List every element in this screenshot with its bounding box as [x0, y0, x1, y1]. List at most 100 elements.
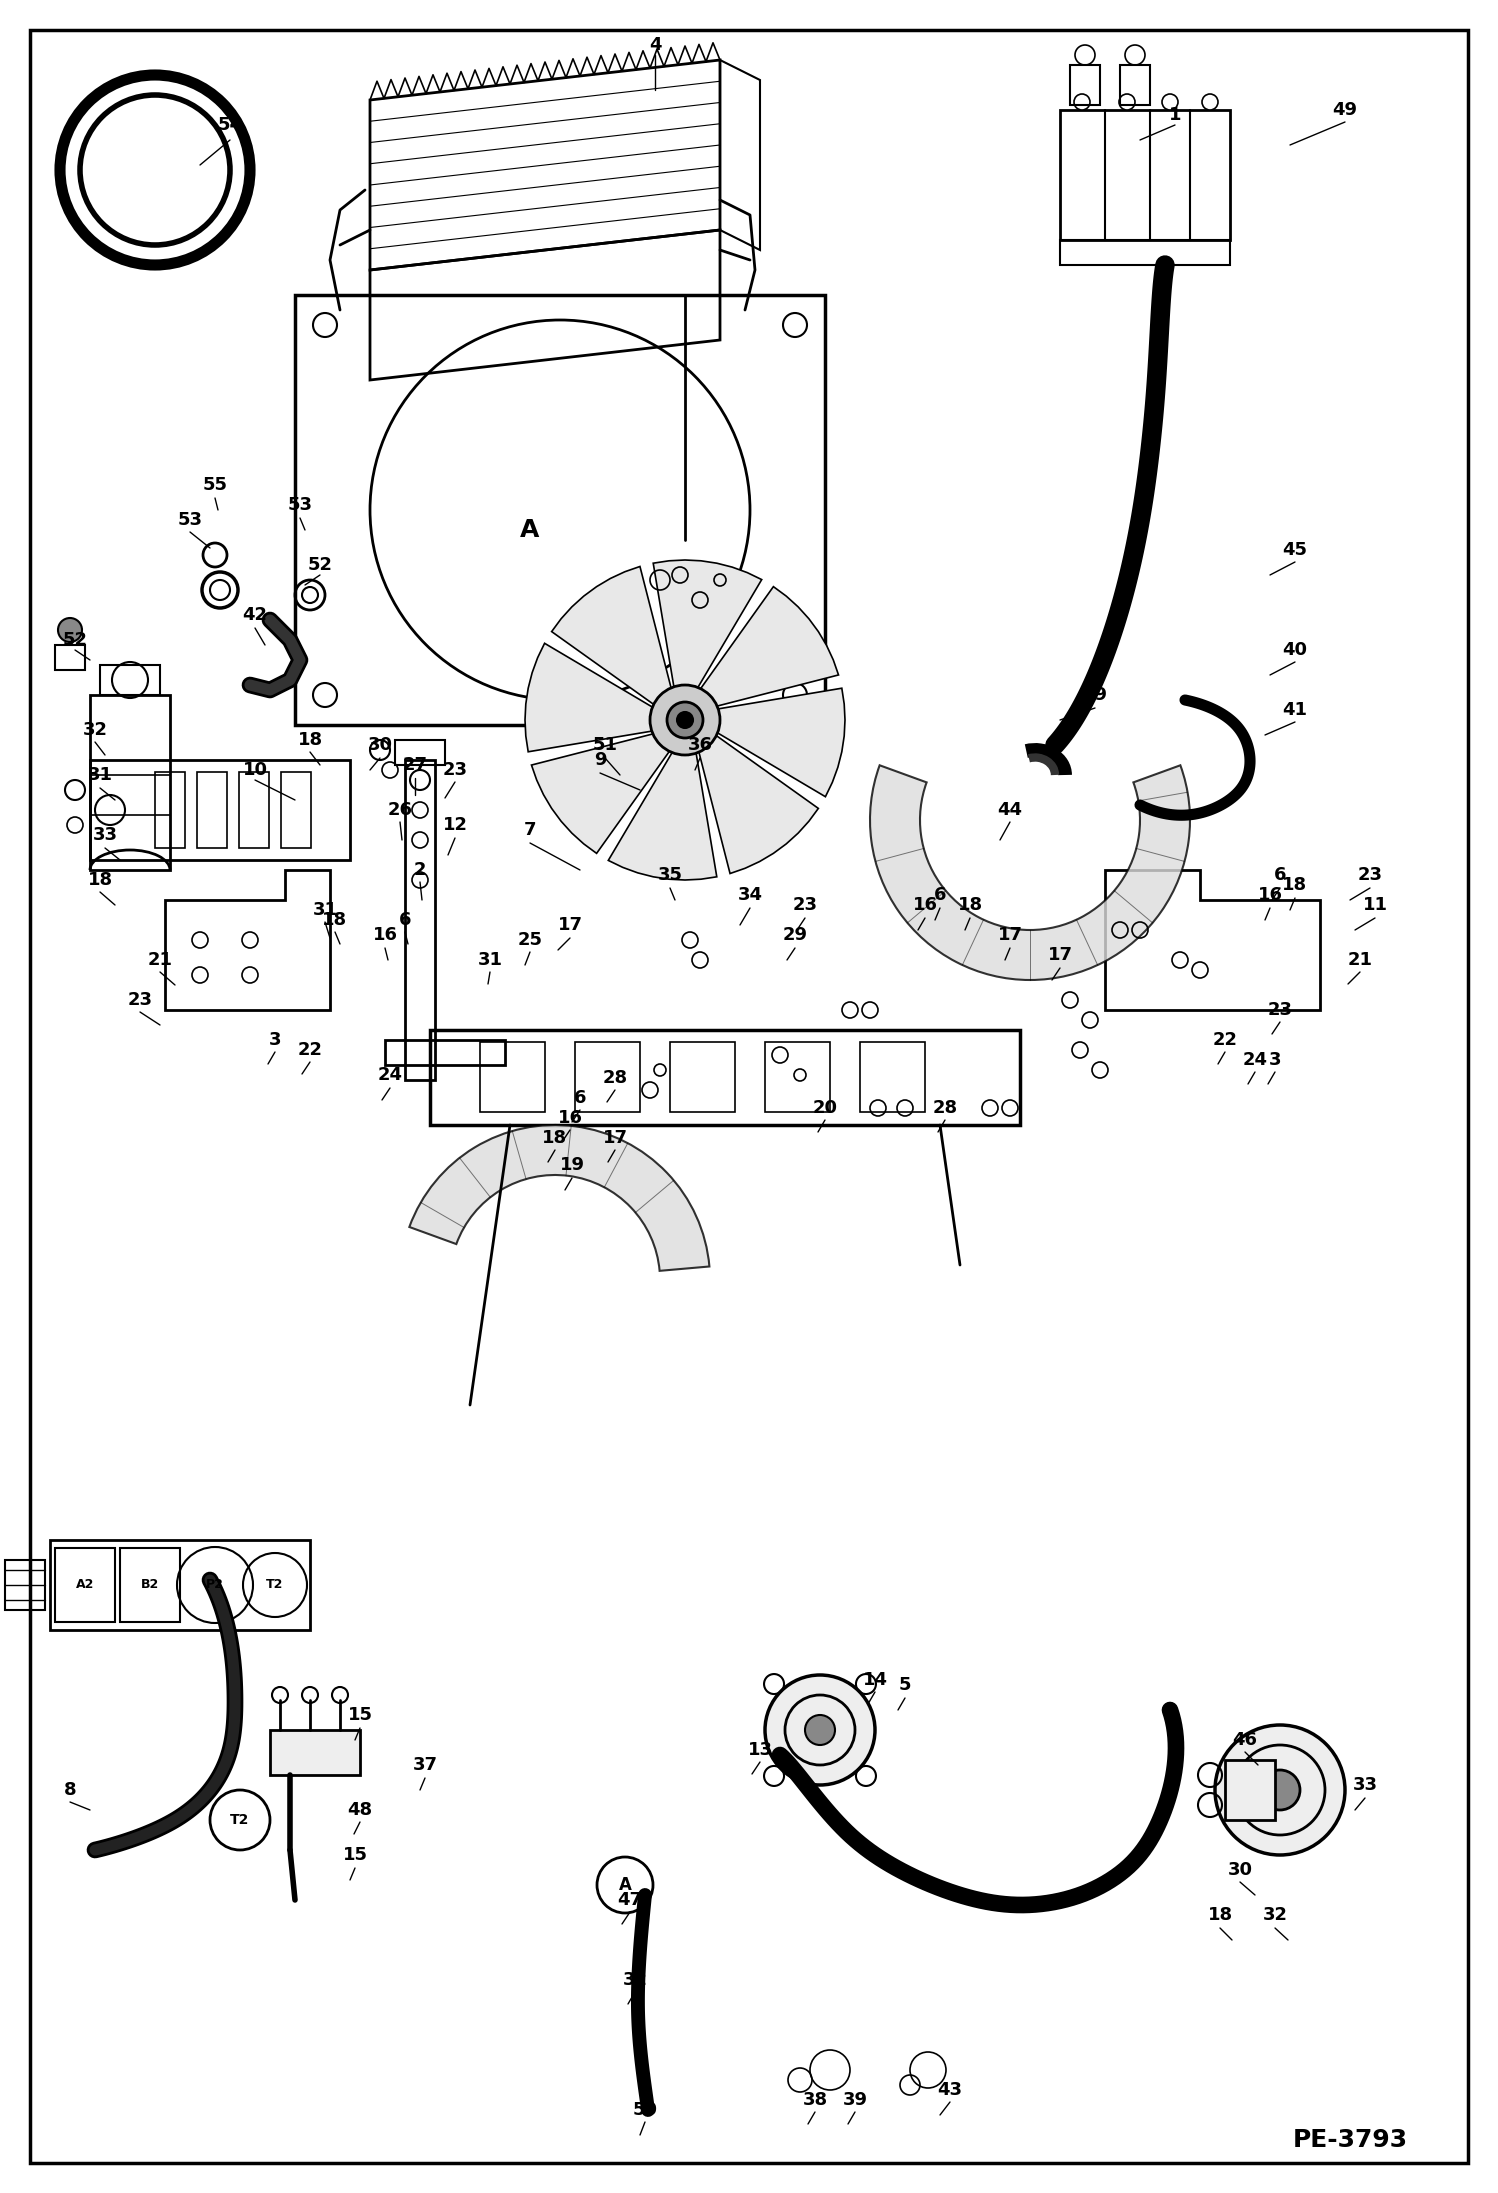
- Text: 39: 39: [842, 2090, 867, 2110]
- Bar: [860, 1042, 924, 1112]
- Text: 34: 34: [737, 886, 762, 904]
- Text: 50: 50: [632, 2101, 658, 2118]
- Bar: [575, 1042, 640, 1112]
- Polygon shape: [551, 566, 673, 708]
- Text: 48: 48: [348, 1800, 373, 1818]
- Bar: [1061, 239, 1230, 265]
- Circle shape: [765, 1675, 875, 1785]
- Circle shape: [650, 684, 721, 754]
- Text: 2: 2: [413, 862, 427, 879]
- Text: 24: 24: [1242, 1050, 1267, 1068]
- Wedge shape: [409, 1125, 710, 1272]
- Text: 7: 7: [524, 820, 536, 840]
- Text: 29: 29: [782, 925, 807, 943]
- Circle shape: [58, 618, 82, 643]
- Text: 9: 9: [593, 750, 607, 770]
- Text: 18: 18: [1282, 875, 1308, 895]
- Text: 15: 15: [343, 1847, 367, 1864]
- Text: 52: 52: [307, 557, 333, 575]
- Bar: [55, 645, 85, 671]
- Text: 1: 1: [1168, 105, 1182, 125]
- Text: 42: 42: [243, 605, 268, 625]
- Text: B2: B2: [141, 1579, 159, 1592]
- Polygon shape: [698, 588, 839, 708]
- Text: 22: 22: [298, 1042, 322, 1059]
- Bar: [90, 695, 169, 871]
- Text: 35: 35: [658, 866, 683, 884]
- Text: 17: 17: [998, 925, 1023, 943]
- Circle shape: [1119, 94, 1135, 110]
- Bar: [90, 761, 351, 860]
- Bar: [404, 761, 434, 1079]
- Text: 23: 23: [1267, 1000, 1293, 1020]
- Text: 6: 6: [933, 886, 947, 904]
- Circle shape: [1201, 94, 1218, 110]
- Text: 15: 15: [348, 1706, 373, 1724]
- Text: 38: 38: [803, 2090, 827, 2110]
- Text: 19: 19: [559, 1156, 584, 1173]
- Text: 33: 33: [1353, 1776, 1378, 1794]
- Text: 31: 31: [478, 952, 502, 969]
- Text: 47: 47: [617, 1890, 643, 1908]
- Text: 21: 21: [1348, 952, 1372, 969]
- Bar: [1061, 110, 1230, 239]
- Text: A2: A2: [76, 1579, 94, 1592]
- Text: 46: 46: [1233, 1730, 1257, 1750]
- Text: 32: 32: [1263, 1906, 1287, 1923]
- Circle shape: [1162, 94, 1177, 110]
- Text: 28: 28: [602, 1068, 628, 1088]
- Text: 43: 43: [938, 2081, 963, 2099]
- Bar: [1121, 66, 1150, 105]
- Bar: [270, 1730, 360, 1774]
- Bar: [1070, 66, 1100, 105]
- Text: 6: 6: [398, 910, 412, 930]
- Text: 14: 14: [863, 1671, 887, 1689]
- Text: 33: 33: [93, 827, 117, 844]
- Text: 45: 45: [1282, 542, 1308, 559]
- Circle shape: [804, 1715, 834, 1746]
- Text: 6: 6: [1273, 866, 1287, 884]
- Bar: [198, 772, 228, 849]
- Text: 27: 27: [403, 757, 427, 774]
- Bar: [1225, 1761, 1275, 1820]
- Text: 32: 32: [623, 1972, 647, 1989]
- Text: 30: 30: [1227, 1862, 1252, 1879]
- Bar: [385, 1039, 505, 1066]
- Text: 18: 18: [1207, 1906, 1233, 1923]
- Text: 21: 21: [147, 952, 172, 969]
- Text: 18: 18: [542, 1129, 568, 1147]
- Text: 13: 13: [748, 1741, 773, 1759]
- Text: 3: 3: [268, 1031, 282, 1048]
- Polygon shape: [608, 748, 716, 879]
- Bar: [430, 1031, 1020, 1125]
- Text: 23: 23: [1357, 866, 1383, 884]
- Text: 41: 41: [1282, 702, 1308, 719]
- Text: A: A: [619, 1875, 632, 1895]
- Polygon shape: [698, 732, 818, 873]
- Text: 22: 22: [1212, 1031, 1237, 1048]
- Bar: [4, 1559, 45, 1610]
- Circle shape: [1260, 1770, 1300, 1809]
- Circle shape: [677, 713, 694, 728]
- Text: 19: 19: [1083, 686, 1107, 704]
- Circle shape: [1215, 1726, 1345, 1855]
- Polygon shape: [532, 732, 673, 853]
- Text: 8: 8: [64, 1781, 76, 1798]
- Text: 55: 55: [202, 476, 228, 493]
- Text: A: A: [520, 518, 539, 542]
- Wedge shape: [870, 765, 1189, 980]
- Circle shape: [1074, 94, 1091, 110]
- Text: 11: 11: [1363, 897, 1387, 914]
- Text: 17: 17: [1047, 945, 1073, 965]
- Bar: [55, 1548, 115, 1623]
- Text: 20: 20: [812, 1099, 837, 1116]
- Text: 23: 23: [127, 991, 153, 1009]
- Bar: [395, 739, 445, 765]
- Text: 16: 16: [1257, 886, 1282, 904]
- Text: 49: 49: [1333, 101, 1357, 118]
- Text: 16: 16: [912, 897, 938, 914]
- Text: 16: 16: [373, 925, 397, 943]
- Bar: [479, 1042, 545, 1112]
- Text: 24: 24: [377, 1066, 403, 1083]
- Text: 52: 52: [63, 632, 87, 649]
